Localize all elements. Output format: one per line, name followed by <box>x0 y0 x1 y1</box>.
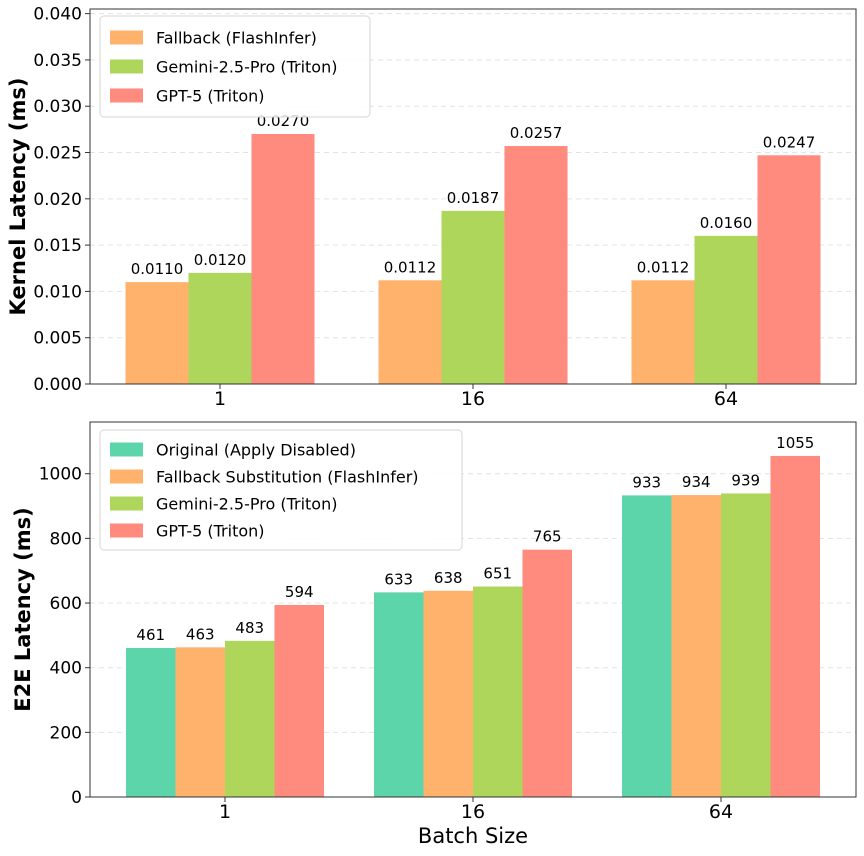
bar <box>251 134 315 384</box>
data-label: 463 <box>186 625 215 643</box>
bar <box>694 235 758 384</box>
data-label: 638 <box>434 569 463 587</box>
legend: Fallback (FlashInfer) Gemini-2.5-Pro (Tri… <box>99 15 371 118</box>
x-tick-label: 64 <box>714 388 738 410</box>
chart-panel-1: 0.000 0.005 0.010 0.015 0.020 0.025 0.030 0.035… <box>6 5 857 410</box>
x-tick-label: 16 <box>461 388 485 410</box>
bar <box>504 146 568 384</box>
data-label: 939 <box>731 471 760 489</box>
data-label: 651 <box>483 565 512 583</box>
bar <box>721 493 771 797</box>
y-axis-label: Kernel Latency (ms) <box>6 77 30 315</box>
legend-label: GPT-5 (Triton) <box>156 522 265 541</box>
y-tick-label: 0 <box>71 788 82 808</box>
plot-frame <box>89 421 857 798</box>
y-tick-label: 0.015 <box>33 236 82 256</box>
data-label: 594 <box>285 583 314 601</box>
bar <box>671 495 721 797</box>
data-label: 0.0110 <box>131 260 184 278</box>
y-tick-label: 800 <box>50 529 82 549</box>
data-label: 483 <box>235 619 264 637</box>
legend-swatch <box>110 30 143 45</box>
plot-frame <box>89 8 857 385</box>
data-label: 0.0112 <box>637 258 690 276</box>
y-tick-label: 600 <box>50 594 82 614</box>
y-tick-label: 200 <box>50 723 82 743</box>
y-tick-label: 0.025 <box>33 144 82 164</box>
bar <box>175 647 225 797</box>
legend-swatch <box>110 523 143 538</box>
x-axis-label: Batch Size <box>418 824 528 848</box>
legend-swatch <box>110 59 143 74</box>
data-label: 1055 <box>776 434 814 452</box>
data-label: 0.0112 <box>384 258 437 276</box>
bar <box>770 455 820 797</box>
data-label: 461 <box>136 626 165 644</box>
chart-panel-2: 0 200 400 600 800 1000 461 633 933 463 638 934 483 65… <box>11 421 857 848</box>
y-tick-label: 0.000 <box>33 375 82 395</box>
bar <box>125 282 189 384</box>
data-label: 0.0257 <box>510 124 563 142</box>
bar <box>441 210 505 384</box>
data-label: 633 <box>384 570 413 588</box>
bar <box>631 280 695 384</box>
bar <box>378 280 442 384</box>
data-label: 765 <box>533 528 562 546</box>
data-label: 0.0120 <box>194 251 247 269</box>
legend-label: GPT-5 (Triton) <box>156 87 265 106</box>
legend-label: Original (Apply Disabled) <box>156 441 356 460</box>
bar <box>622 495 672 797</box>
y-tick-label: 1000 <box>39 465 82 485</box>
y-tick-label: 0.020 <box>33 190 82 210</box>
bar <box>757 155 821 384</box>
data-label: 0.0187 <box>447 189 500 207</box>
bar <box>473 586 523 797</box>
legend-box <box>99 15 371 118</box>
data-label: 0.0247 <box>763 133 816 151</box>
x-tick-label: 64 <box>709 801 733 823</box>
legend-box <box>99 429 463 551</box>
bar <box>126 647 176 797</box>
legend-label: Gemini-2.5-Pro (Triton) <box>156 495 337 514</box>
legend-swatch <box>110 442 143 457</box>
x-tick-label: 1 <box>219 801 231 823</box>
legend-label: Fallback Substitution (FlashInfer) <box>156 468 419 487</box>
bar <box>225 640 275 797</box>
legend-swatch <box>110 496 143 511</box>
legend-swatch <box>110 88 143 103</box>
y-tick-label: 400 <box>50 659 82 679</box>
legend-swatch <box>110 469 143 484</box>
y-tick-label: 0.005 <box>33 329 82 349</box>
y-tick-label: 0.030 <box>33 97 82 117</box>
legend: Original (Apply Disabled) Fallback Substi… <box>99 429 463 551</box>
bar <box>188 272 252 384</box>
y-tick-label: 0.035 <box>33 51 82 71</box>
legend-label: Fallback (FlashInfer) <box>156 29 317 48</box>
y-tick-label: 0.010 <box>33 282 82 302</box>
y-axis-label: E2E Latency (ms) <box>11 507 35 711</box>
data-label: 933 <box>632 473 661 491</box>
x-tick-label: 1 <box>214 388 226 410</box>
x-tick-label: 16 <box>461 801 485 823</box>
data-label: 0.0160 <box>700 214 753 232</box>
y-tick-label: 0.040 <box>33 5 82 25</box>
legend-label: Gemini-2.5-Pro (Triton) <box>156 58 337 77</box>
bar <box>522 549 572 797</box>
bar <box>423 590 473 797</box>
bar <box>274 604 324 797</box>
data-label: 934 <box>682 473 711 491</box>
bar <box>374 592 424 797</box>
